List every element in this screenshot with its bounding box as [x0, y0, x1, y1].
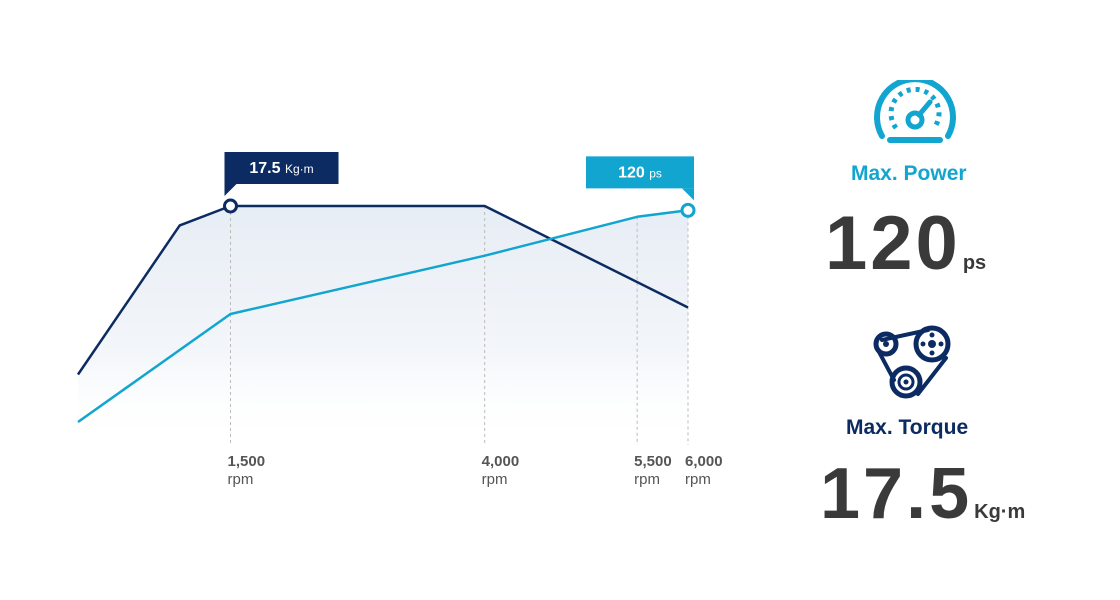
x-tick-label: 1,500 [228, 453, 266, 470]
torque-callout-value: 17.5 [249, 160, 285, 177]
torque-callout-box [224, 152, 339, 184]
power-callout-label: 120 ps [618, 164, 662, 181]
power-series-line [77, 209, 689, 424]
belt-pulley-icon [873, 325, 951, 399]
speedometer-icon [874, 80, 956, 143]
max-power-label: Max. Power [851, 162, 967, 185]
x-tick-label: 4,000 [482, 453, 520, 470]
gridline-layer [230, 206, 689, 445]
power-callout-value: 120 [618, 164, 649, 181]
power-callout-unit: ps [649, 166, 662, 180]
max-power-value: 120 ps [825, 206, 986, 282]
max-power-number: 120 [825, 201, 961, 286]
torque-callout-label: 17.5 Kg·m [249, 160, 313, 177]
x-tick-label: 6,000 [685, 453, 723, 470]
torque-peak-marker [223, 198, 238, 214]
x-tick-label: 5,500 [634, 453, 672, 470]
max-power-spec: Max. Power 120 ps [820, 80, 1020, 282]
x-tick-unit: rpm [482, 471, 508, 488]
torque-callout-tip [224, 184, 237, 196]
power-callout-box [586, 156, 694, 189]
area-fill [78, 206, 688, 445]
callout-layer: 17.5 Kg·m 120 ps [223, 152, 696, 218]
power-callout-tip [682, 188, 694, 201]
power-peak-marker [680, 202, 696, 218]
max-torque-unit: Kg·m [974, 501, 1026, 523]
x-tick-unit: rpm [685, 471, 711, 488]
max-power-unit: ps [962, 252, 987, 274]
torque-callout-unit: Kg·m [285, 162, 314, 176]
max-torque-spec: Max. Torque 17.5 Kg·m [820, 322, 1040, 532]
x-tick-unit: rpm [228, 471, 254, 488]
area-fill-layer [78, 206, 688, 445]
x-tick-unit: rpm [634, 471, 660, 488]
max-torque-number: 17.5 [820, 454, 973, 534]
max-torque-label: Max. Torque [846, 416, 969, 439]
max-torque-value: 17.5 Kg·m [820, 458, 1025, 530]
